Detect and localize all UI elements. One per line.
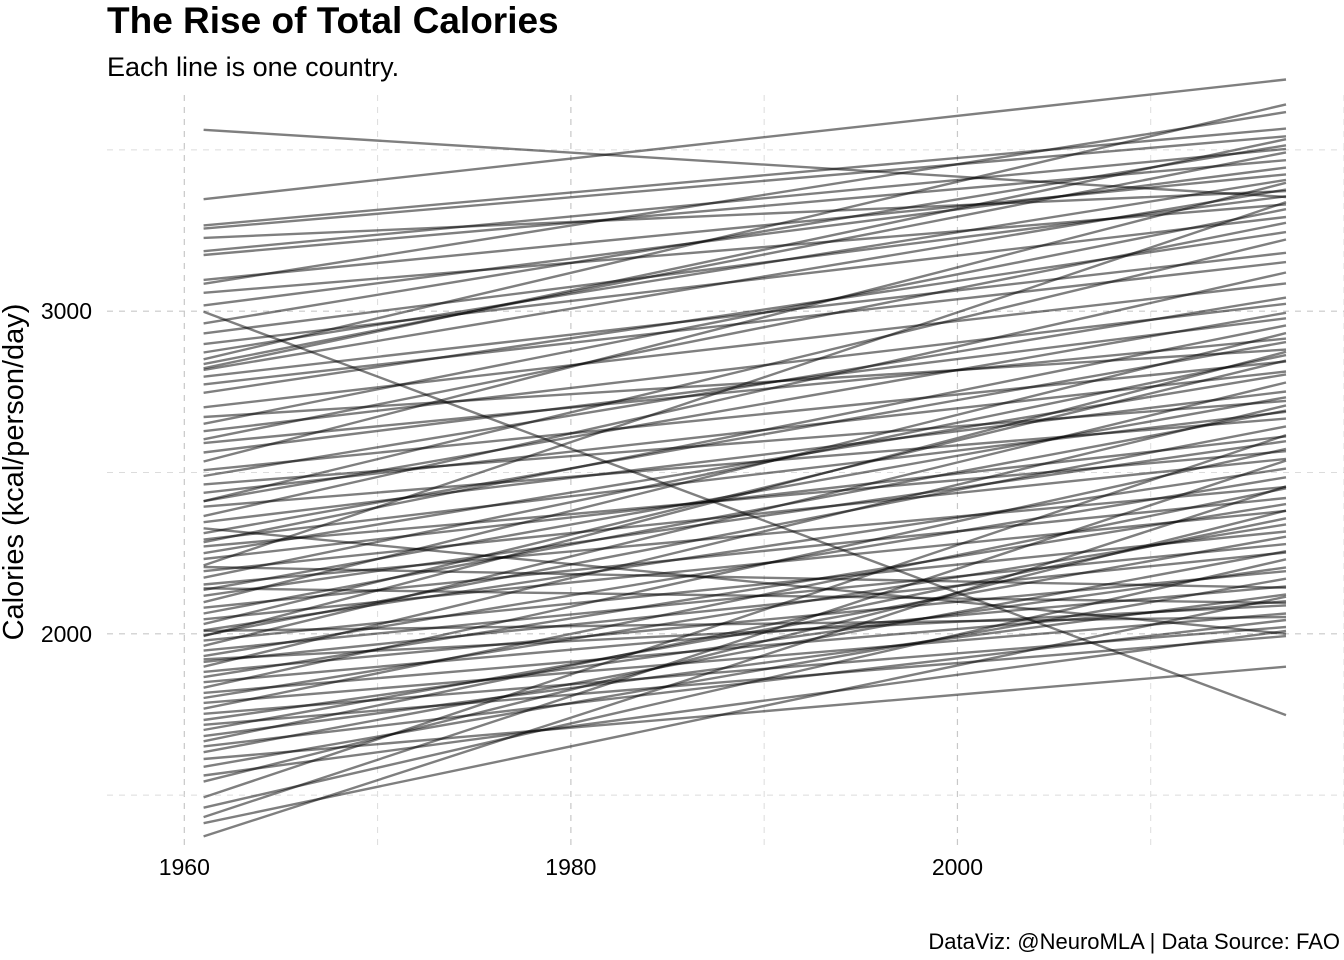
country-line bbox=[203, 127, 1287, 227]
country-line bbox=[203, 271, 1287, 518]
country-line bbox=[203, 612, 1287, 705]
country-line bbox=[203, 147, 1287, 253]
x-tick-label: 2000 bbox=[932, 854, 983, 880]
y-tick-label: 3000 bbox=[41, 298, 92, 324]
country-line bbox=[203, 173, 1287, 282]
country-line bbox=[203, 360, 1287, 472]
country-line bbox=[203, 523, 1287, 700]
country-line bbox=[203, 340, 1287, 535]
chart-title: The Rise of Total Calories bbox=[107, 0, 559, 41]
country-line bbox=[203, 566, 1287, 722]
country-line bbox=[203, 447, 1287, 689]
country-line bbox=[203, 433, 1287, 799]
country-line bbox=[203, 425, 1287, 637]
country-line bbox=[203, 587, 1287, 605]
country-line bbox=[203, 629, 1287, 777]
country-line bbox=[203, 459, 1287, 819]
country-line bbox=[203, 151, 1287, 366]
country-line bbox=[203, 565, 1287, 589]
country-line bbox=[203, 189, 1287, 240]
grid-lines bbox=[107, 95, 1344, 850]
x-tick-label: 1980 bbox=[545, 854, 596, 880]
country-line bbox=[203, 181, 1287, 463]
country-line bbox=[203, 324, 1287, 544]
country-line bbox=[203, 302, 1287, 433]
country-line bbox=[203, 570, 1287, 674]
country-line bbox=[203, 188, 1287, 372]
country-line bbox=[203, 615, 1287, 633]
country-line bbox=[203, 282, 1287, 409]
country-line bbox=[203, 593, 1287, 738]
x-tick-label: 1960 bbox=[159, 854, 210, 880]
country-line bbox=[203, 78, 1287, 201]
country-line bbox=[203, 350, 1287, 638]
country-line bbox=[203, 435, 1287, 561]
chart-caption: DataViz: @NeuroMLA | Data Source: FAO bbox=[928, 929, 1340, 954]
country-line bbox=[203, 138, 1287, 370]
country-line bbox=[203, 634, 1287, 726]
country-line bbox=[203, 144, 1287, 325]
country-line bbox=[203, 221, 1287, 441]
country-line bbox=[203, 110, 1287, 285]
country-line bbox=[203, 317, 1287, 454]
country-line bbox=[203, 487, 1287, 710]
country-line bbox=[203, 311, 1287, 503]
country-line bbox=[203, 665, 1287, 761]
country-line bbox=[203, 331, 1287, 604]
country-line bbox=[203, 208, 1287, 425]
country-line bbox=[203, 135, 1287, 230]
country-line bbox=[203, 251, 1287, 378]
country-line bbox=[203, 128, 1287, 199]
country-line bbox=[203, 476, 1287, 658]
country-line bbox=[203, 595, 1287, 825]
country-line bbox=[203, 296, 1287, 478]
country-line bbox=[203, 103, 1287, 361]
country-line bbox=[203, 238, 1287, 503]
country-line bbox=[203, 353, 1287, 579]
chart-subtitle: Each line is one country. bbox=[107, 52, 400, 82]
country-line bbox=[203, 551, 1287, 664]
axis-ticks: 1960 1980 2000 2000 3000 bbox=[41, 298, 983, 880]
country-line bbox=[203, 527, 1287, 635]
country-line bbox=[203, 359, 1287, 626]
country-line bbox=[203, 404, 1287, 668]
y-tick-label: 2000 bbox=[41, 621, 92, 647]
country-line bbox=[203, 166, 1287, 307]
y-axis-label: Calories (kcal/person/day) bbox=[0, 304, 30, 641]
country-line bbox=[203, 381, 1287, 647]
country-line bbox=[203, 178, 1287, 354]
country-lines bbox=[203, 78, 1287, 838]
country-line bbox=[203, 410, 1287, 541]
country-line bbox=[203, 604, 1287, 661]
country-line bbox=[203, 485, 1287, 838]
country-line bbox=[203, 337, 1287, 445]
